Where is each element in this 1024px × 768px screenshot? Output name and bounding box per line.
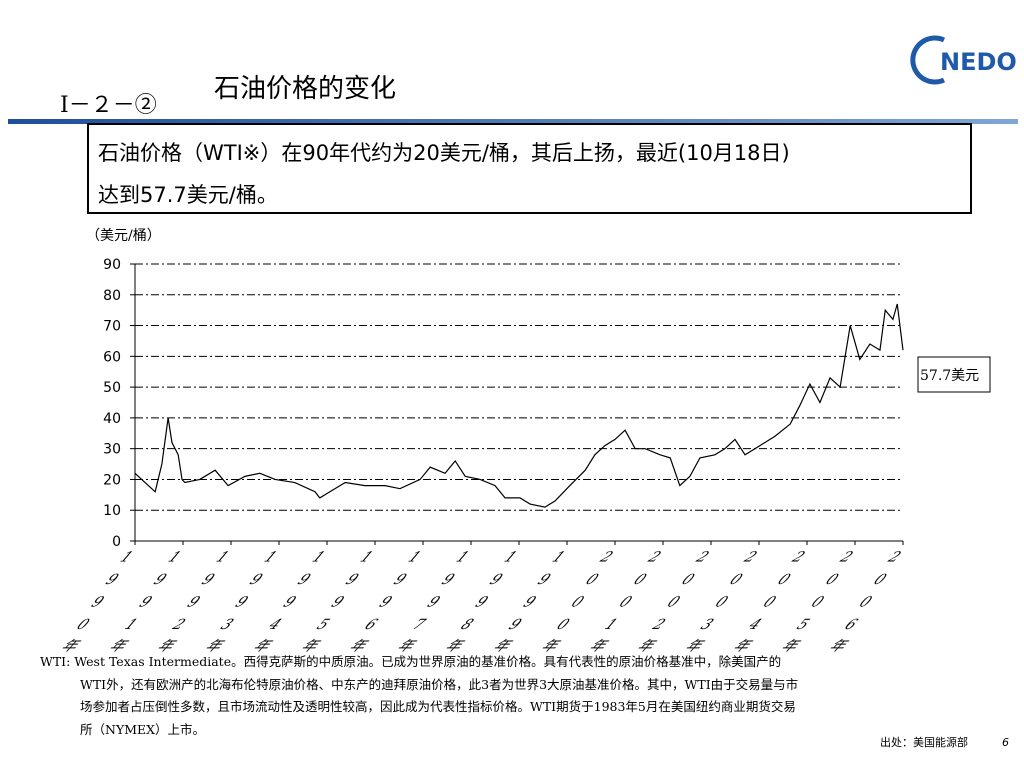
footnote-line: 场参加者占压倒性多数，且市场流动性及透明性较高，因此成为代表性指标价格。WTI期…: [80, 699, 796, 714]
annotation-box: [917, 356, 991, 393]
y-tick-label: 80: [103, 288, 121, 304]
y-tick-label: 10: [103, 503, 121, 519]
logo: NEDO: [940, 48, 1017, 76]
y-tick-label: 40: [103, 411, 121, 427]
summary-line: 达到57.7美元/桶。: [98, 183, 278, 207]
y-tick-label: 90: [103, 257, 121, 273]
footnote-line: 所（NYMEX）上市。: [80, 722, 205, 737]
price-line: [134, 303, 904, 508]
y-axis-label: （美元/桶）: [86, 228, 161, 244]
summary-line: 石油价格（WTI※）在90年代约为20美元/桶，其后上扬，最近(10月18日): [98, 141, 790, 165]
header-bar: [8, 119, 1018, 124]
y-tick-label: 30: [103, 442, 121, 458]
footnote-line: WTI外，还有欧洲产的北海布伦特原油价格、中东产的迪拜原油价格，此3者为世界3大…: [80, 677, 798, 692]
page-number: 6: [1002, 736, 1009, 749]
logo-arc: [910, 35, 946, 85]
y-tick-label: 20: [103, 472, 121, 488]
summary-box: [87, 123, 972, 214]
plot: 01020304050607080901990年1991年1992年1993年1…: [53, 257, 908, 658]
y-tick-label: 50: [103, 380, 121, 396]
y-tick-label: 60: [103, 349, 121, 365]
y-tick-label: 0: [112, 534, 121, 550]
section-number: Ⅰ－２－②: [60, 93, 157, 118]
slide-title: 石油价格的变化: [214, 74, 396, 104]
annotation: 57.7美元: [920, 368, 979, 384]
source: 出处：美国能源部: [880, 735, 968, 749]
footnote-line: WTI: West Texas Intermediate。西得克萨斯的中质原油。…: [40, 654, 781, 669]
y-tick-label: 70: [103, 319, 121, 335]
